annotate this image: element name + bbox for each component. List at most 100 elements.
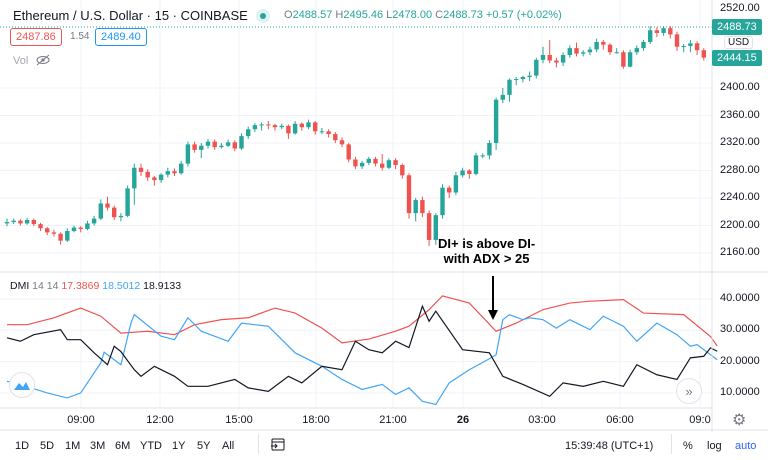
candle: [386, 158, 392, 170]
candle: [587, 46, 593, 55]
candle: [560, 52, 566, 66]
candle: [306, 119, 311, 130]
candle-body: [199, 145, 204, 150]
candle: [634, 45, 639, 55]
candle-body: [514, 79, 519, 81]
symbol-title[interactable]: Ethereum / U.S. Dollar · 15 · COINBASE: [13, 8, 248, 23]
calendar-goto-icon[interactable]: [270, 437, 286, 452]
candle: [132, 163, 137, 205]
candle-body: [507, 79, 512, 95]
candle: [487, 140, 492, 160]
candle-body: [179, 163, 184, 174]
candle: [627, 49, 633, 68]
range-button-1d[interactable]: 1D: [15, 440, 30, 452]
candle: [574, 42, 579, 57]
candle: [373, 156, 378, 167]
cloud-logo-icon[interactable]: [9, 372, 35, 398]
candle: [38, 222, 43, 231]
candle-body: [292, 123, 298, 134]
candle: [453, 171, 459, 196]
candle-body: [668, 28, 673, 35]
candle-body: [252, 125, 258, 130]
candle-body: [112, 207, 117, 218]
currency-label[interactable]: USD: [724, 36, 754, 49]
candle-body: [627, 52, 633, 67]
candle: [299, 122, 304, 131]
dmi-tick: 20.0000: [720, 354, 760, 367]
close-price-tag: 2444.15: [712, 50, 762, 66]
time-tick: 09:0: [689, 414, 711, 426]
scroll-right-icon[interactable]: »: [676, 378, 702, 404]
auto-toggle[interactable]: auto: [735, 440, 757, 452]
candle-body: [71, 227, 77, 231]
candle: [105, 196, 110, 211]
clock[interactable]: 15:39:48 (UTC+1): [565, 440, 654, 452]
price-tick: 2320.00: [720, 136, 760, 148]
candle-body: [65, 231, 70, 241]
candle: [507, 78, 512, 102]
candle-body: [621, 52, 626, 67]
candle-body: [239, 136, 244, 149]
candle-body: [594, 41, 599, 50]
candle-body: [205, 141, 211, 146]
candle: [366, 156, 371, 165]
candle: [259, 122, 264, 131]
candle-body: [433, 215, 438, 240]
candle-body: [266, 124, 271, 126]
range-button-all[interactable]: All: [222, 440, 235, 452]
settings-gear-icon[interactable]: ⚙: [732, 412, 747, 429]
dmi-tick: 40.0000: [720, 292, 760, 304]
candle-body: [105, 203, 110, 208]
candle: [581, 50, 586, 57]
candle-body: [406, 175, 412, 214]
ohlc-legend: O2488.57 H2495.46 L2478.00 C2488.73 +0.5…: [284, 9, 562, 21]
eye-crossed-icon[interactable]: [35, 54, 51, 66]
range-button-1m[interactable]: 1M: [65, 440, 81, 452]
candle: [172, 168, 177, 176]
buy-button[interactable]: 2489.40: [95, 28, 147, 46]
candle-body: [91, 218, 97, 224]
candle-body: [420, 200, 425, 214]
candle-body: [152, 177, 157, 181]
candle-body: [440, 187, 445, 216]
minus-di-line: [7, 295, 718, 347]
candle: [567, 45, 572, 58]
candle: [98, 199, 103, 220]
dmi-legend: DMI 14 14 17.3869 18.5012 18.9133: [10, 280, 182, 292]
candle-body: [313, 122, 318, 132]
candle: [18, 219, 23, 226]
candle-body: [567, 48, 572, 55]
sell-button[interactable]: 2487.86: [10, 28, 62, 46]
candle: [473, 152, 479, 176]
candle: [393, 158, 398, 170]
range-button-5d[interactable]: 5D: [40, 440, 55, 452]
candle-body: [172, 171, 177, 174]
candle: [621, 50, 626, 69]
time-tick: 18:00: [302, 414, 330, 426]
candle: [433, 213, 438, 245]
range-button-6m[interactable]: 6M: [115, 440, 131, 452]
candle-body: [393, 160, 398, 165]
log-toggle[interactable]: log: [707, 440, 722, 452]
price-tick: 2200.00: [720, 218, 760, 231]
grid: [0, 0, 712, 408]
percent-toggle[interactable]: %: [683, 440, 693, 452]
range-button-ytd[interactable]: YTD: [140, 440, 162, 452]
candle: [500, 88, 505, 104]
candle-body: [192, 144, 197, 150]
range-button-5y[interactable]: 5Y: [197, 440, 211, 452]
price-tick: 2240.00: [720, 191, 760, 203]
candle: [400, 163, 405, 179]
candle: [547, 39, 552, 64]
candle-body: [333, 134, 338, 141]
time-tick: 09:00: [67, 414, 95, 426]
candle: [152, 176, 157, 186]
candle: [540, 46, 546, 64]
candle: [24, 217, 30, 225]
range-button-1y[interactable]: 1Y: [172, 440, 186, 452]
price-tick: 2160.00: [720, 246, 760, 258]
time-tick: 12:00: [146, 414, 174, 426]
range-button-3m[interactable]: 3M: [90, 440, 106, 452]
candle: [225, 139, 231, 148]
